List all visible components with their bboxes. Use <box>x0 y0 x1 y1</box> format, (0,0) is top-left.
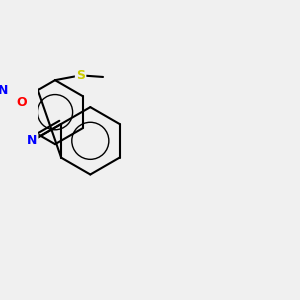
Text: N: N <box>0 84 8 97</box>
Text: O: O <box>16 96 27 109</box>
Text: N: N <box>27 134 37 147</box>
Text: S: S <box>76 69 85 82</box>
